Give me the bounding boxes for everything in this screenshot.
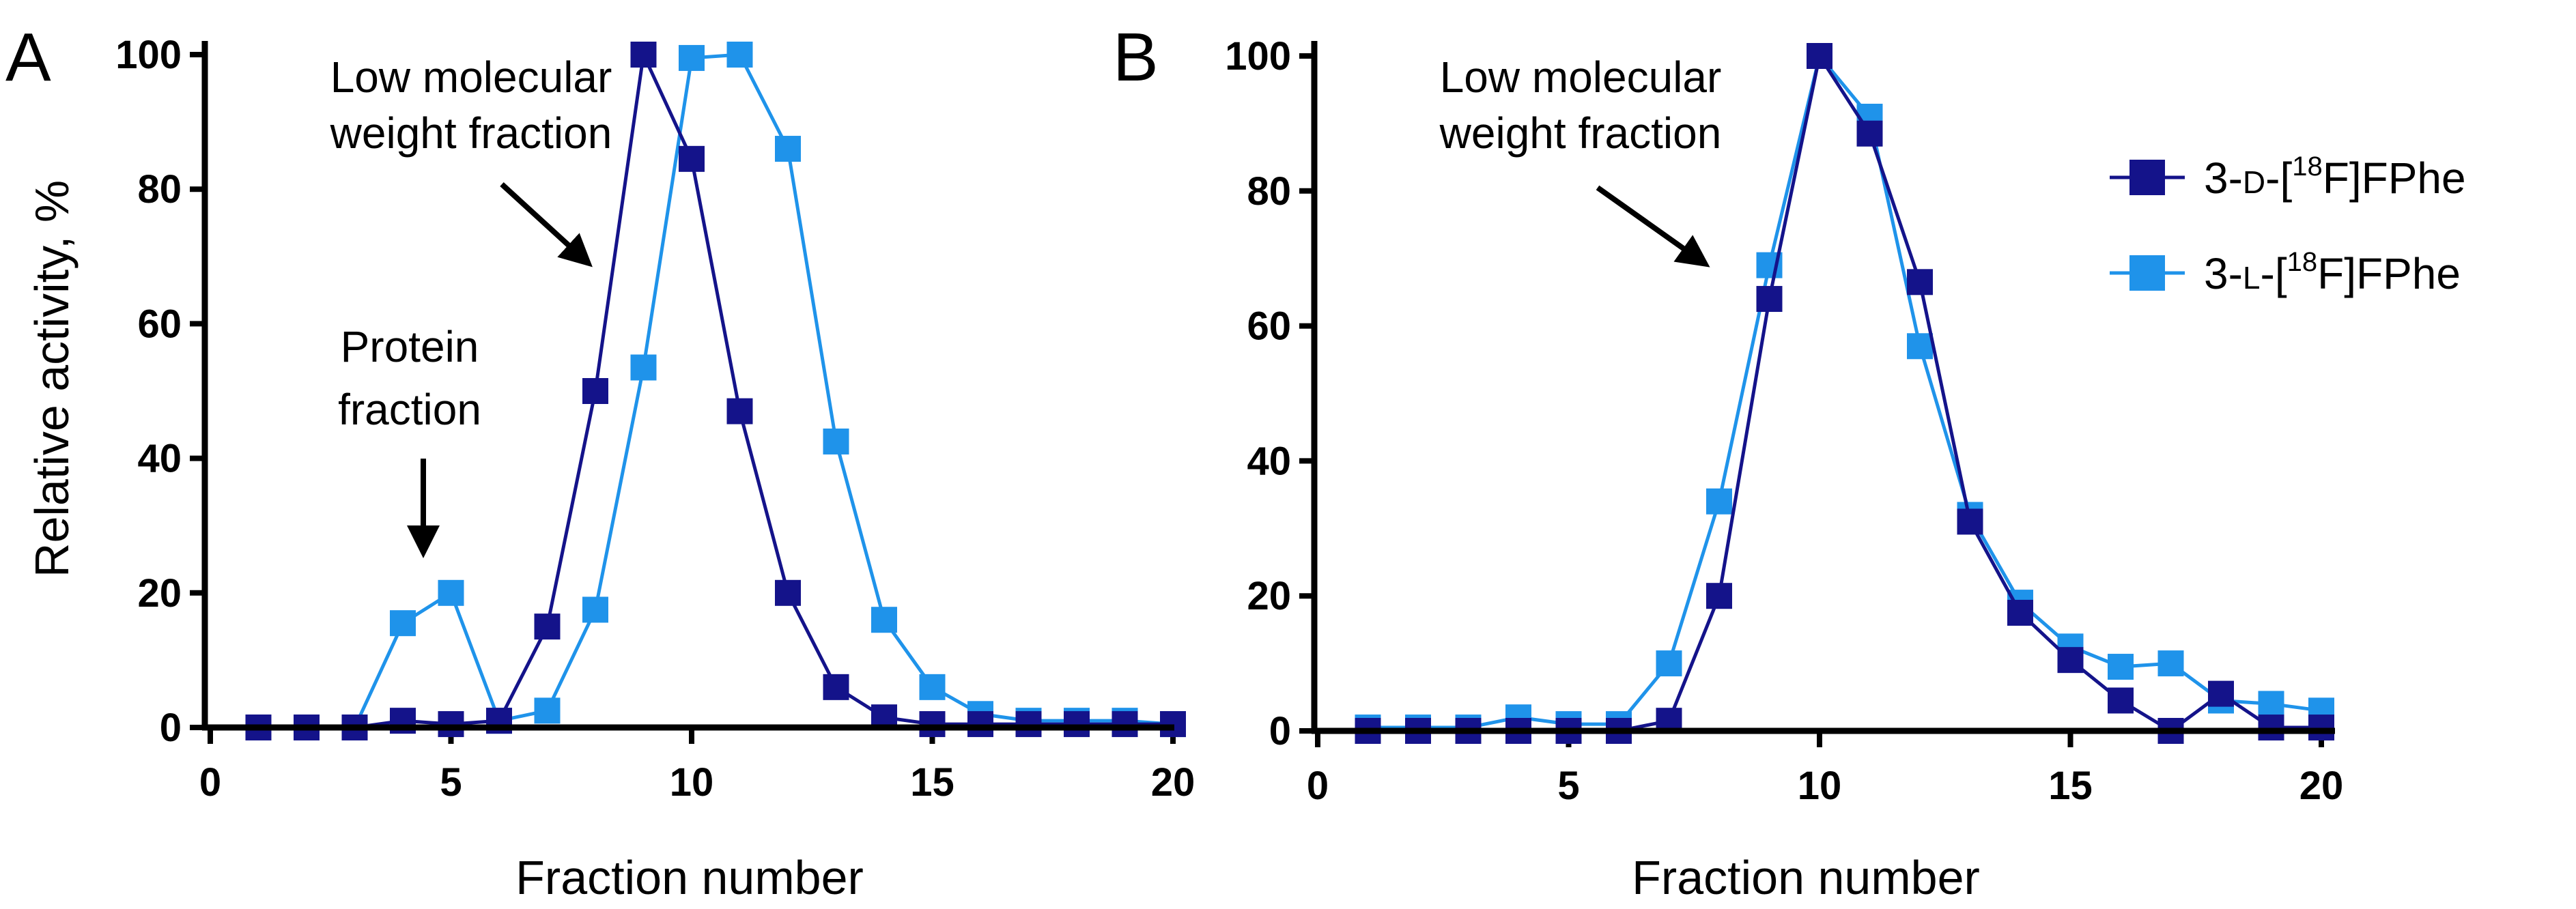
data-point-l-a <box>630 354 657 381</box>
data-point-l-b <box>1706 488 1732 515</box>
y-tick-label-b: 80 <box>1247 169 1291 214</box>
annotation-protein-line1-a: Protein <box>341 322 479 371</box>
panel-label-a: A <box>5 19 51 96</box>
x-ticks-a: 0 5 10 15 20 <box>199 727 1195 805</box>
annotation-low-mw-line2-a: weight fraction <box>330 109 612 158</box>
data-point-d-a <box>823 674 849 700</box>
x-tick-label-b: 5 <box>1557 764 1579 808</box>
x-tick-label-a: 20 <box>1151 760 1195 805</box>
annotation-low-mw-line1-b: Low molecular <box>1440 53 1722 102</box>
chart-panel-a: A 0 20 40 60 80 100 0 5 10 15 20 Relative activit… <box>5 19 1195 904</box>
data-point-d-a <box>679 145 705 172</box>
data-point-d-a <box>726 398 753 424</box>
data-point-l-a <box>871 607 897 633</box>
data-point-d-a <box>1160 711 1186 738</box>
data-point-l-b <box>1656 650 1682 677</box>
data-point-l-a <box>534 697 561 724</box>
legend-label-d: 3-D-[18F]FPhe <box>2204 152 2466 203</box>
data-point-l-a <box>582 596 608 623</box>
x-tick-label-b: 15 <box>2048 764 2093 808</box>
data-point-d-a <box>775 579 801 606</box>
y-tick-label-a: 20 <box>137 571 182 616</box>
data-point-l-a <box>438 579 464 606</box>
y-tick-label-a: 100 <box>115 33 182 77</box>
legend-marker-l <box>2129 255 2165 291</box>
data-point-l-a <box>679 44 705 71</box>
legend: 3-D-[18F]FPhe 3-L-[18F]FPhe <box>2110 152 2466 298</box>
y-tick-label-a: 0 <box>160 706 182 750</box>
legend-entry-l: 3-L-[18F]FPhe <box>2110 247 2461 298</box>
x-axis-title-a: Fraction number <box>515 851 864 904</box>
y-tick-label-a: 80 <box>137 167 182 212</box>
data-point-d-b <box>1907 269 1933 295</box>
data-point-d-b <box>1957 508 1983 535</box>
data-point-d-b <box>2208 680 2234 707</box>
x-tick-label-b: 20 <box>2299 764 2344 808</box>
x-tick-label-a: 15 <box>910 760 954 805</box>
y-tick-label-b: 0 <box>1269 709 1291 753</box>
data-point-l-a <box>919 674 946 700</box>
data-point-d-a <box>1015 711 1042 738</box>
annotation-low-mw-line1-a: Low molecular <box>330 53 612 102</box>
x-tick-label-a: 0 <box>199 760 221 805</box>
data-point-l-a <box>390 610 416 637</box>
data-point-d-b <box>2258 715 2284 741</box>
arrow-low-mw-a <box>500 182 593 268</box>
series-layer-b <box>1355 43 2334 744</box>
data-point-l-a <box>775 136 801 162</box>
series-layer-a <box>245 42 1186 740</box>
legend-entry-d: 3-D-[18F]FPhe <box>2110 152 2466 203</box>
y-ticks-a: 0 20 40 60 80 100 <box>115 33 205 750</box>
data-point-d-b <box>1807 43 1832 69</box>
data-point-d-a <box>534 614 561 640</box>
data-point-d-b <box>2308 715 2334 741</box>
annotation-low-mw-line2-b: weight fraction <box>1439 109 1722 158</box>
data-point-l-a <box>726 42 753 68</box>
arrow-low-mw-b <box>1596 185 1710 268</box>
data-point-l-a <box>823 428 849 454</box>
y-tick-label-a: 40 <box>137 437 182 481</box>
data-point-l-b <box>2157 650 2184 677</box>
y-tick-label-b: 20 <box>1247 574 1291 618</box>
data-point-d-b <box>2007 599 2033 626</box>
data-point-d-a <box>1112 711 1138 738</box>
data-point-d-b <box>2057 647 2084 674</box>
data-point-d-b <box>2108 687 2134 714</box>
y-tick-label-a: 60 <box>137 302 182 346</box>
x-tick-label-a: 10 <box>670 760 714 805</box>
y-tick-label-b: 40 <box>1247 439 1291 483</box>
data-point-d-b <box>1856 120 1883 147</box>
data-point-d-a <box>1064 711 1090 738</box>
x-axis-title-b: Fraction number <box>1632 851 1980 904</box>
legend-marker-d <box>2129 160 2165 195</box>
data-point-d-b <box>1706 583 1732 609</box>
x-tick-label-a: 5 <box>440 760 462 805</box>
y-tick-label-b: 60 <box>1247 304 1291 349</box>
data-point-l-b <box>2108 654 2134 680</box>
data-point-d-a <box>630 42 657 68</box>
y-tick-label-b: 100 <box>1225 34 1291 78</box>
data-point-d-a <box>967 711 993 738</box>
y-axis-title-a: Relative activity, % <box>25 180 79 577</box>
panel-label-b: B <box>1113 19 1159 96</box>
legend-label-l: 3-L-[18F]FPhe <box>2204 247 2461 298</box>
x-tick-label-b: 0 <box>1307 764 1329 808</box>
x-tick-label-b: 10 <box>1798 764 1842 808</box>
data-point-d-a <box>438 711 464 738</box>
data-point-d-a <box>582 378 608 404</box>
data-point-d-a <box>919 711 946 738</box>
annotation-protein-line2-a: fraction <box>338 385 481 434</box>
y-ticks-b: 0 20 40 60 80 100 <box>1225 34 1314 753</box>
data-point-l-b <box>2258 691 2284 717</box>
data-point-l-b <box>1907 333 1933 360</box>
data-point-d-b <box>1756 286 1783 313</box>
